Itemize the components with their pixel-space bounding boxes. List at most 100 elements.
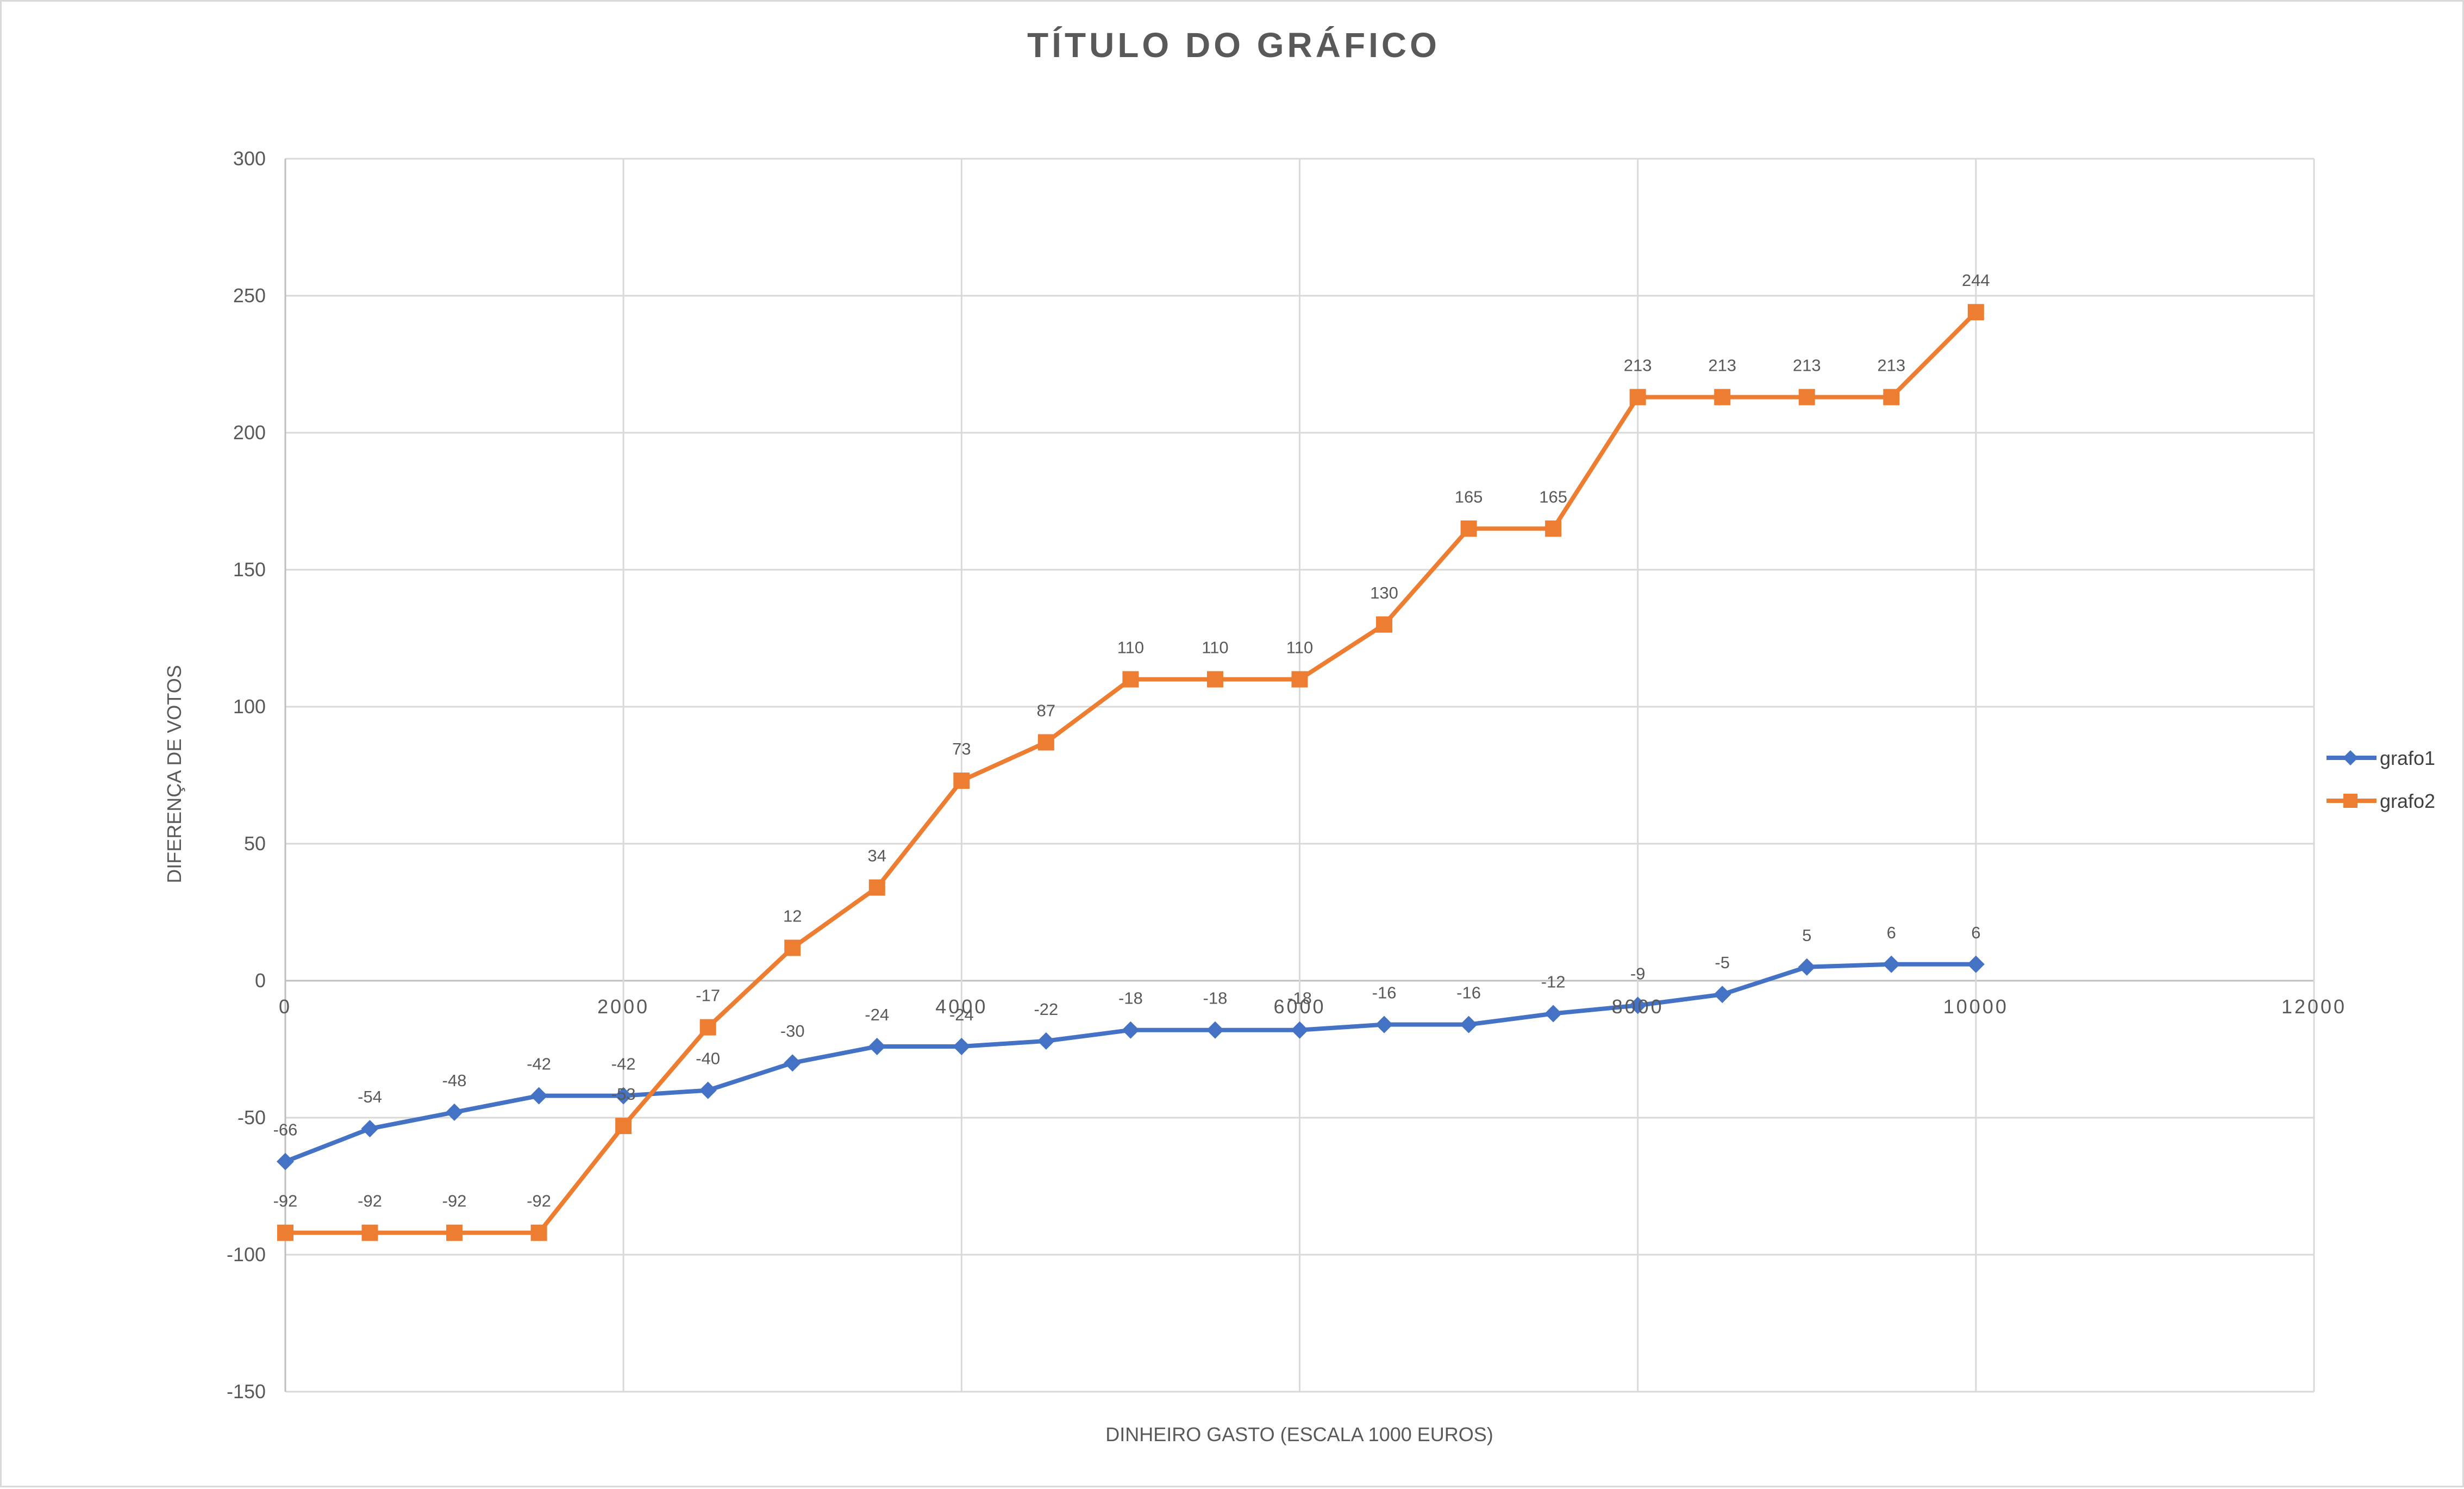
grafo2-data-label: 165 — [1455, 487, 1483, 506]
grafo1-data-label: -42 — [611, 1055, 636, 1074]
x-tick-label: 4000 — [935, 995, 987, 1018]
series-lines — [277, 304, 1985, 1241]
grafo2-data-label: 110 — [1202, 638, 1228, 657]
grafo1-point — [361, 1120, 379, 1138]
y-tick-label: 150 — [233, 558, 266, 581]
grafo2-point — [1122, 671, 1139, 688]
grafo1-point — [1291, 1021, 1309, 1039]
grafo2-point — [277, 1224, 293, 1241]
grafo1-point — [1629, 996, 1647, 1014]
grafo2-point — [699, 1019, 716, 1036]
grafo1-data-label: -18 — [1203, 989, 1228, 1008]
y-tick-label: -150 — [227, 1380, 266, 1403]
grafo1-data-label: 5 — [1802, 926, 1811, 945]
y-axis-title: DIFERENÇA DE VOTOS — [163, 665, 185, 883]
grafo2-data-label: -92 — [358, 1192, 382, 1211]
grafo1-data-label: -16 — [1372, 983, 1397, 1002]
grafo1-data-label: 6 — [1887, 923, 1896, 942]
x-tick-label: 2000 — [597, 995, 649, 1018]
grafo2-data-label: -53 — [611, 1085, 636, 1104]
grafo2-point — [1883, 389, 1900, 406]
grafo2-data-label: 165 — [1539, 487, 1567, 506]
grafo1-data-label: -48 — [442, 1071, 467, 1090]
grafo2-point — [1291, 671, 1308, 688]
grafo1-data-label: -24 — [865, 1005, 889, 1024]
grafo1-data-label: -66 — [273, 1120, 298, 1139]
grafo2-point — [1376, 616, 1393, 633]
y-tick-label: 0 — [255, 969, 266, 992]
x-tick-label: 6000 — [1273, 995, 1325, 1018]
grafo2-data-label: -17 — [696, 986, 720, 1005]
grafo2-point — [953, 772, 970, 789]
grafo2-point — [615, 1118, 632, 1135]
grafo1-data-label: -18 — [1118, 989, 1143, 1008]
grafo1-point — [1375, 1015, 1393, 1033]
grafo2-data-label: 244 — [1962, 271, 1990, 290]
grafo2-data-label: 110 — [1286, 638, 1313, 657]
grafo1-data-label: 6 — [1971, 923, 1980, 942]
grafo1-data-label: -12 — [1541, 972, 1566, 991]
grafo2-point — [1629, 389, 1646, 406]
legend: grafo1 grafo2 — [2327, 747, 2435, 812]
grafo1-point — [1206, 1021, 1224, 1039]
grafo2-data-label: 87 — [1037, 701, 1055, 720]
grafo1-point — [1713, 986, 1731, 1004]
grafo2-data-label: 110 — [1117, 638, 1144, 657]
grafo1-legend-marker — [2343, 750, 2358, 765]
grafo1-data-label: -40 — [696, 1049, 720, 1068]
grafo2-point — [1460, 520, 1477, 537]
grafo1-point — [699, 1081, 717, 1099]
grafo2-point — [784, 939, 801, 956]
grafo2-data-label: -92 — [442, 1192, 467, 1211]
grafo1-point — [1122, 1021, 1140, 1039]
gridlines — [284, 158, 2315, 1393]
grafo1-data-label: -16 — [1456, 983, 1481, 1002]
grafo1-data-label: -9 — [1630, 964, 1646, 983]
grafo1-point — [1883, 955, 1900, 973]
grafo2-point — [1206, 671, 1223, 688]
grafo2-point — [1714, 389, 1731, 406]
grafo2-point — [1037, 734, 1054, 751]
y-tick-label: -100 — [227, 1243, 266, 1266]
y-tick-label: 250 — [233, 284, 266, 307]
grafo1-point — [784, 1054, 802, 1072]
y-tick-label: -50 — [237, 1106, 266, 1129]
grafo1-data-label: -42 — [527, 1055, 551, 1074]
grafo2-point — [530, 1224, 547, 1241]
grafo2-point — [1545, 520, 1562, 537]
y-tick-label: 100 — [233, 695, 266, 718]
grafo1-point — [1460, 1015, 1478, 1033]
grafo2-data-label: 12 — [783, 907, 802, 926]
grafo2-data-label: -92 — [527, 1192, 551, 1211]
chart-title: TÍTULO DO GRÁFICO — [1027, 26, 1440, 65]
grafo1-point — [277, 1152, 294, 1170]
y-axis-tick-labels: -150 -100 -50 0 50 100 150 200 250 300 — [227, 147, 266, 1403]
y-tick-label: 50 — [244, 832, 266, 855]
grafo2-point — [868, 879, 885, 896]
grafo2-legend-marker — [2343, 794, 2357, 808]
grafo2-point — [446, 1224, 463, 1241]
grafo1-point — [1798, 958, 1816, 976]
grafo2-data-label: 213 — [1793, 356, 1821, 375]
grafo1-data-label: -24 — [949, 1005, 974, 1024]
grafo2-data-label: 213 — [1877, 356, 1905, 375]
grafo2-data-label: 34 — [868, 846, 886, 865]
grafo1-data-label: -54 — [358, 1087, 382, 1106]
x-axis-tick-labels: 0 2000 4000 6000 8000 10000 12000 — [279, 995, 2347, 1018]
x-axis-title: DINHEIRO GASTO (ESCALA 1000 EUROS) — [1105, 1423, 1493, 1446]
x-tick-label: 12000 — [2281, 995, 2347, 1018]
grafo1-point — [530, 1087, 548, 1105]
grafo1-data-label: -18 — [1287, 989, 1312, 1008]
grafo1-point — [953, 1037, 971, 1055]
x-tick-label: 0 — [279, 995, 292, 1018]
grafo2-data-label: 130 — [1370, 583, 1398, 602]
grafo2-data-label: 213 — [1624, 356, 1652, 375]
grafo1-data-label: -5 — [1715, 953, 1730, 972]
grafo1-point — [868, 1037, 886, 1055]
grafo1-point — [446, 1103, 464, 1121]
x-tick-label: 8000 — [1612, 995, 1664, 1018]
data-labels: -66 -54 -48 -42 -42 -40 -30 -24 -24 -22 -18 -18 -18 -… — [273, 271, 1990, 1210]
grafo2-data-label: 213 — [1708, 356, 1736, 375]
